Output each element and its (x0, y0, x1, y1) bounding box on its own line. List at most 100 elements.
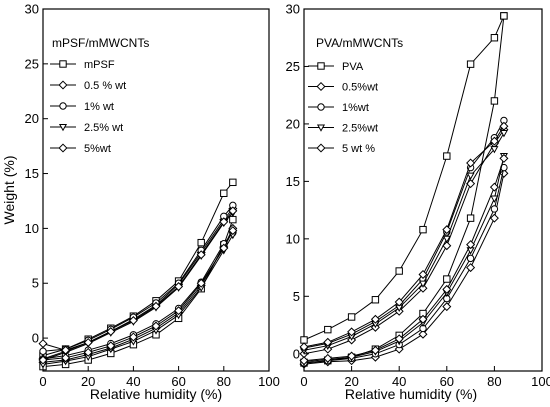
data-point (174, 306, 184, 316)
legend-marker (317, 62, 325, 70)
legend-marker (59, 102, 67, 110)
legend-label: PVA (342, 61, 364, 73)
data-point (174, 282, 184, 292)
data-point (300, 336, 308, 344)
data-point (128, 316, 138, 326)
data-point (394, 334, 404, 344)
data-point (466, 240, 476, 250)
y-tick-label: 20 (25, 111, 39, 126)
data-point (490, 146, 499, 154)
legend-marker (316, 124, 326, 132)
data-point (196, 250, 206, 260)
series-line (42, 212, 234, 361)
data-point (443, 275, 451, 283)
x-tick-label: 40 (392, 374, 406, 389)
data-point (39, 347, 47, 355)
data-point (61, 353, 71, 363)
series-line (42, 234, 234, 365)
x-tick-label: 100 (258, 374, 280, 389)
data-point (370, 345, 380, 355)
x-tick-label: 60 (440, 374, 454, 389)
data-point (323, 337, 333, 347)
data-point (490, 205, 499, 213)
data-point (499, 121, 509, 131)
axis-ticks: 0 20 40 60 80 100 0 5 10 15 20 25 30 (25, 2, 280, 390)
data-point (151, 321, 161, 331)
axis-ticks: 0 20 40 60 80 100 0 5 10 15 20 25 30 (286, 2, 550, 390)
y-tick-label: 25 (286, 59, 300, 74)
data-point (442, 284, 452, 294)
data-point (229, 215, 237, 224)
data-point (347, 313, 356, 321)
y-tick-label: 25 (25, 56, 39, 71)
legend: PVA 0.5%wt 1%wt 2.5%wt 5 wt % (308, 61, 378, 155)
series-line (303, 120, 505, 349)
data-point (418, 280, 428, 288)
data-point (418, 283, 428, 293)
legend-label: mPSF (84, 59, 115, 71)
x-tick-label: 20 (81, 374, 95, 389)
data-point (370, 314, 380, 324)
data-point (83, 347, 93, 357)
x-tick-label: 40 (126, 374, 140, 389)
y-tick-label: 30 (25, 2, 39, 17)
data-point (106, 341, 116, 351)
data-point (466, 172, 475, 180)
series-line (42, 181, 234, 357)
data-point (394, 297, 404, 307)
data-point (490, 34, 499, 42)
data-point (466, 263, 476, 273)
legend-marker (58, 80, 68, 90)
legend-label: 5 wt % (342, 143, 375, 155)
data-point (442, 225, 452, 235)
x-axis-title: Relative humidity (%) (345, 386, 477, 402)
data-point (83, 337, 93, 347)
legend-marker (58, 143, 68, 153)
data-point (38, 339, 48, 349)
data-point (490, 195, 499, 203)
legend-marker (316, 81, 326, 92)
data-point (323, 353, 333, 363)
plot-frame (303, 8, 543, 372)
data-point (466, 158, 476, 168)
data-point (500, 12, 508, 20)
x-tick-label: 0 (300, 374, 307, 389)
data-point (228, 206, 238, 216)
data-point (443, 152, 451, 160)
y-tick-label: 0 (293, 346, 300, 361)
y-tick-label: 5 (32, 276, 39, 291)
series-line (42, 205, 234, 352)
legend-label: 2.5% wt (84, 122, 123, 134)
series-marks (299, 12, 509, 369)
data-point (106, 327, 116, 337)
series-line (303, 129, 505, 355)
data-point (347, 351, 357, 361)
data-point (128, 332, 138, 342)
legend-label: 1% wt (84, 101, 114, 113)
data-point (442, 235, 451, 244)
data-point (466, 214, 475, 222)
series-marks (38, 178, 238, 371)
legend-marker (59, 60, 67, 68)
series-line (42, 208, 234, 360)
data-point (61, 345, 71, 355)
y-tick-label: 0 (32, 331, 39, 346)
series-line (42, 210, 234, 351)
y-axis-title: Weight (%) (1, 156, 17, 225)
plot-frame (42, 8, 270, 372)
data-point (489, 182, 499, 192)
y-tick-label: 10 (286, 231, 300, 246)
y-tick-label: 15 (286, 174, 300, 189)
x-tick-label: 80 (487, 374, 501, 389)
legend-title: PVA/mMWCNTs (316, 36, 403, 50)
series-line (303, 15, 505, 364)
series-line (303, 158, 505, 362)
x-tick-label: 60 (171, 374, 185, 389)
x-axis-title: Relative humidity (%) (90, 386, 222, 402)
series-line (303, 15, 505, 341)
x-tick-label: 100 (531, 374, 550, 389)
legend-marker (317, 103, 325, 111)
data-point (466, 254, 475, 263)
series-line (42, 232, 234, 360)
x-tick-label: 80 (217, 374, 231, 389)
